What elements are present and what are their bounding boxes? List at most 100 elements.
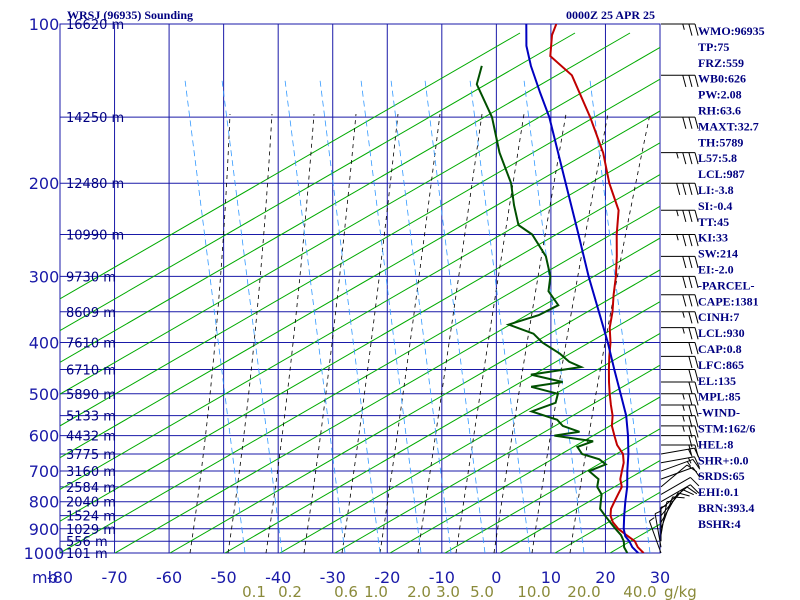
dry-adiabat-line	[60, 32, 576, 332]
mixing-ratio-tick-label: 0.1	[242, 583, 266, 600]
wind-barb-flag	[688, 152, 693, 165]
index-item: WB0:626	[698, 72, 746, 86]
wind-barb	[661, 341, 699, 355]
pressure-tick-label: 300	[29, 267, 60, 286]
dry-adiabat-line	[224, 301, 660, 553]
height-label: 3775 m	[66, 448, 116, 463]
dry-adiabat-line	[60, 78, 660, 427]
temperature-tick-label: -40	[265, 568, 291, 587]
wind-barb-flag	[649, 517, 655, 522]
mixing-ratio-tick-label: 0.2	[278, 583, 302, 600]
index-item: HEL:8	[698, 437, 733, 451]
wind-barb-flag	[688, 435, 693, 448]
temperature-tick-label: -60	[156, 568, 182, 587]
wind-barb-layer	[648, 23, 701, 554]
height-label: 4432 m	[66, 430, 116, 445]
wind-barb	[660, 484, 700, 503]
index-item: SI:-0.4	[698, 199, 732, 213]
mixing-ratio-line	[424, 79, 486, 553]
wind-barb	[660, 505, 667, 542]
index-item: LCL:987	[698, 167, 745, 181]
wind-barb-flag	[694, 381, 699, 394]
wind-barb-flag	[682, 294, 687, 307]
height-label: 1524 m	[66, 510, 116, 525]
wind-barb-flag	[694, 210, 699, 223]
index-item: EHI:0.1	[698, 485, 739, 499]
wind-barb-flag	[688, 276, 693, 289]
temperature-tick-label: 20	[595, 568, 615, 587]
wind-barb-flag	[694, 117, 699, 129]
wind-barb-flag	[688, 294, 693, 307]
wind-barb-flag	[682, 276, 687, 289]
height-label: 556 m	[66, 535, 108, 550]
dry-adiabat-line	[60, 32, 631, 363]
wind-barb-flag	[694, 311, 699, 324]
wind-barb	[661, 415, 699, 428]
index-item: EI:-2.0	[698, 263, 734, 277]
index-item: LCL:930	[698, 326, 745, 340]
wind-barb-flag	[694, 152, 699, 165]
wind-barb	[661, 152, 699, 165]
wind-barb-flag	[694, 369, 699, 382]
temperature-tick-label: -30	[320, 568, 346, 587]
wind-barb-flag	[694, 256, 699, 269]
wind-barb	[661, 209, 699, 223]
height-label: 14250 m	[66, 111, 124, 126]
height-label: 10990 m	[66, 229, 124, 244]
dry-adiabat-line	[60, 205, 660, 553]
dry-adiabat-line	[60, 46, 660, 395]
wind-barb-flag	[682, 23, 685, 30]
mixing-ratio-tick-label: 0.6	[334, 583, 358, 600]
index-item: -PARCEL-	[698, 278, 754, 292]
wind-barb-flag	[676, 183, 681, 195]
wind-barb-shaft	[660, 501, 668, 536]
index-item: SRDS:65	[698, 469, 745, 483]
wind-barb-flag	[688, 311, 693, 324]
temperature-tick-label: 10	[541, 568, 561, 587]
pressure-tick-label: 800	[29, 493, 60, 512]
wind-barb-flag	[694, 327, 699, 340]
wind-barb-shaft	[660, 477, 691, 495]
dry-adiabat-line	[60, 173, 660, 522]
adiabat-layer	[60, 32, 800, 553]
temperature-trace	[549, 24, 645, 553]
wind-barb-flag	[688, 381, 693, 394]
height-label: 12480 m	[66, 177, 124, 192]
index-item: TH:5789	[698, 135, 743, 149]
dry-adiabat-line	[444, 428, 660, 553]
wind-barb-flag	[694, 425, 699, 438]
wind-barb-flag	[688, 23, 693, 36]
temperature-tick-label: -10	[429, 568, 455, 587]
moist-adiabat-line	[379, 113, 441, 553]
mixing-ratio-tick-label: 5.0	[470, 583, 494, 600]
index-item: SW:214	[698, 247, 738, 261]
dry-adiabat-line	[775, 33, 800, 553]
wind-barb-flag	[690, 477, 700, 487]
index-item: SHR+:0.0	[698, 453, 749, 467]
wind-barb-flag	[694, 234, 699, 247]
height-label: 5133 m	[66, 410, 116, 425]
wind-barb	[660, 477, 700, 495]
wind-barb-flag	[682, 152, 687, 165]
wind-barb	[654, 510, 662, 548]
height-label: 6710 m	[66, 364, 116, 379]
mixing-ratio-tick-label: 3.0	[436, 583, 460, 600]
moist-adiabat-line	[189, 113, 231, 553]
height-label: 5890 m	[66, 388, 116, 403]
dry-adiabat-line	[554, 491, 660, 553]
index-item: EL:135	[698, 374, 736, 388]
wind-barb-flag	[682, 393, 685, 400]
index-list: WMO:96935 TP:75 FRZ:559 WB0:626 PW:2.08 RH:63…	[698, 24, 765, 531]
wind-barb-flag	[654, 510, 661, 515]
wind-barb-flag	[688, 356, 693, 369]
moist-adiabat-line	[227, 113, 273, 553]
mixing-ratio-line	[360, 79, 422, 553]
index-item: KI:33	[698, 231, 728, 245]
index-item: FRZ:559	[698, 56, 744, 70]
wind-barb	[661, 404, 699, 417]
height-label: 3160 m	[66, 465, 116, 480]
index-item: TP:75	[698, 40, 729, 54]
grid-layer	[59, 23, 661, 554]
